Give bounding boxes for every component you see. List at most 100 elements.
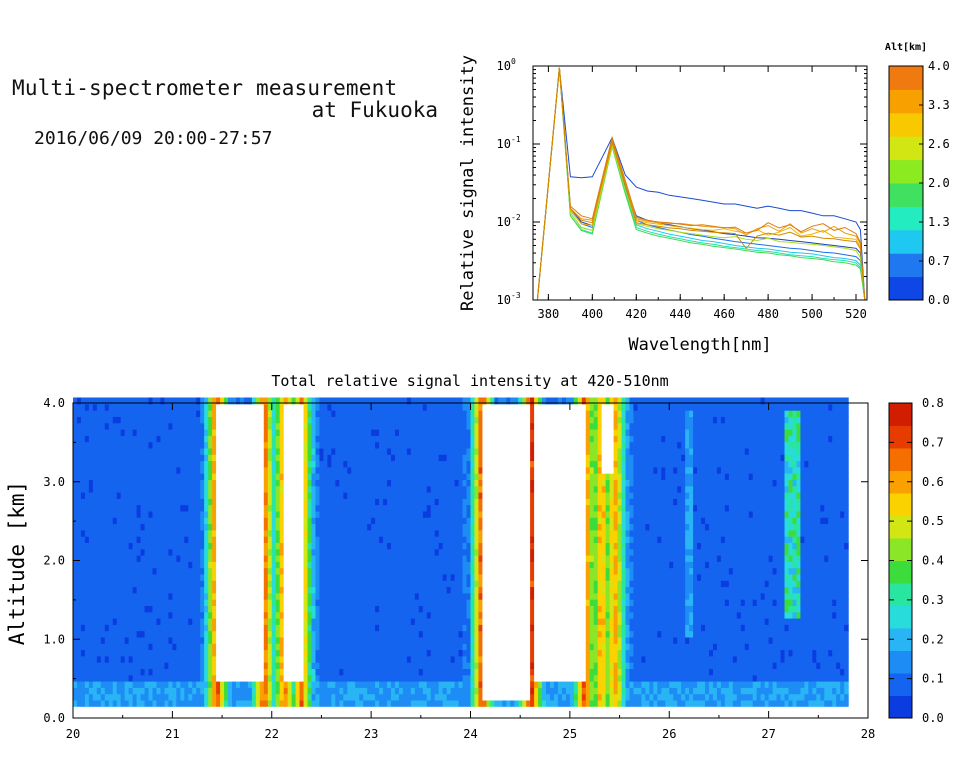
heatmap-cell xyxy=(267,630,273,638)
heatmap-cell xyxy=(112,466,118,474)
heatmap-cell xyxy=(315,680,321,688)
heatmap-cell xyxy=(387,510,392,518)
heatmap-cell xyxy=(287,536,293,543)
heatmap-cell xyxy=(287,473,293,480)
heatmap-cell xyxy=(255,668,261,676)
heatmap-cell xyxy=(462,699,468,707)
heatmap-cell xyxy=(442,668,448,676)
heatmap-cell xyxy=(434,567,440,575)
heatmap-cell xyxy=(148,485,154,493)
heatmap-cell xyxy=(224,649,229,657)
heatmap-cell xyxy=(200,573,205,581)
heatmap-cell xyxy=(398,599,404,606)
heatmap-cell xyxy=(120,554,126,562)
heatmap-cell xyxy=(414,680,420,688)
heatmap-cell xyxy=(235,403,241,411)
heatmap-cell xyxy=(243,592,249,600)
heatmap-cell xyxy=(434,655,440,663)
heatmap-cell xyxy=(73,473,78,480)
heatmap-cell xyxy=(458,636,464,644)
heatmap-cell xyxy=(351,554,356,562)
heatmap-cell xyxy=(402,504,408,512)
heatmap-cell xyxy=(315,599,321,606)
heatmap-cell xyxy=(446,668,452,676)
heatmap-cell xyxy=(331,435,336,443)
heatmap-cell xyxy=(283,611,289,619)
heatmap-cell xyxy=(152,554,158,562)
heatmap-cell xyxy=(295,416,301,424)
heatmap-cell xyxy=(251,693,257,701)
heatmap-cell xyxy=(422,699,428,707)
heatmap-cell xyxy=(216,397,221,405)
heatmap-cell xyxy=(208,491,213,499)
heatmap-cell xyxy=(212,567,217,575)
heatmap-cell xyxy=(343,504,348,512)
heatmap-cell xyxy=(327,435,332,443)
heatmap-cell xyxy=(84,403,90,411)
heatmap-cell xyxy=(343,662,348,669)
heatmap-cell xyxy=(283,529,289,537)
heatmap-cell xyxy=(148,504,154,512)
heatmap-cell xyxy=(140,617,146,625)
heatmap-cell xyxy=(331,454,336,462)
heatmap-cell xyxy=(176,649,181,657)
heatmap-cell xyxy=(176,397,181,405)
heatmap-cell xyxy=(434,529,440,537)
heatmap-cell xyxy=(144,567,150,575)
heatmap-cell xyxy=(228,687,233,695)
heatmap-cell xyxy=(351,624,356,632)
heatmap-cell xyxy=(291,636,297,644)
heatmap-cell xyxy=(442,655,448,663)
heatmap-cell xyxy=(283,504,289,512)
heatmap-cell xyxy=(128,460,134,468)
heatmap-cell xyxy=(200,687,205,695)
heatmap-cell xyxy=(442,441,448,449)
heatmap-cell xyxy=(84,668,90,676)
heatmap-cell xyxy=(458,422,464,430)
heatmap-cell xyxy=(212,397,217,405)
heatmap-cell xyxy=(235,441,241,449)
heatmap-cell xyxy=(387,428,392,436)
heatmap-cell xyxy=(168,491,173,499)
heatmap-cell xyxy=(287,529,293,537)
heatmap-cell xyxy=(458,674,464,682)
heatmap-cell xyxy=(267,668,273,676)
heatmap-cell xyxy=(351,580,356,588)
heatmap-cell xyxy=(422,491,428,499)
heatmap-cell xyxy=(120,611,126,619)
heatmap-cell xyxy=(128,422,134,430)
heatmap-cell xyxy=(148,479,154,487)
heatmap-cell xyxy=(148,435,154,443)
heatmap-cell xyxy=(100,611,106,619)
heatmap-cell xyxy=(235,529,241,537)
heatmap-cell xyxy=(88,668,94,676)
heatmap-cell xyxy=(319,491,325,499)
heatmap-cell xyxy=(172,491,177,499)
heatmap-cell xyxy=(108,655,114,663)
heatmap-cell xyxy=(247,630,253,638)
heatmap-cell xyxy=(359,693,364,701)
heatmap-cell xyxy=(73,485,78,493)
heatmap-cell xyxy=(371,624,376,632)
heatmap-cell xyxy=(239,460,245,468)
heatmap-cell xyxy=(402,536,408,543)
heatmap-cell xyxy=(347,460,352,468)
heatmap-cell xyxy=(394,498,400,506)
heatmap-cell xyxy=(259,473,265,480)
heatmap-cell xyxy=(92,410,98,417)
heatmap-cell xyxy=(180,548,185,556)
heatmap-cell xyxy=(259,699,265,707)
heatmap-cell xyxy=(391,624,396,632)
heatmap-cell xyxy=(200,580,205,588)
heatmap-cell xyxy=(367,473,372,480)
heatmap-cell xyxy=(323,498,328,506)
heatmap-cell xyxy=(454,624,460,632)
heatmap-cell xyxy=(406,605,412,613)
heatmap-cell xyxy=(164,617,169,625)
heatmap-cell xyxy=(164,435,169,443)
heatmap-cell xyxy=(402,517,408,525)
heatmap-cell xyxy=(188,498,193,506)
heatmap-cell xyxy=(108,636,114,644)
heatmap-cell xyxy=(271,680,277,688)
heatmap-cell xyxy=(291,662,297,669)
